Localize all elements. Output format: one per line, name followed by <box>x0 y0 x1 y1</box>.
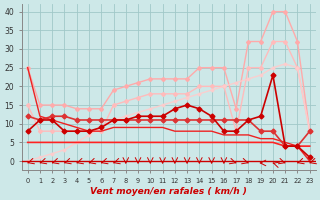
X-axis label: Vent moyen/en rafales ( km/h ): Vent moyen/en rafales ( km/h ) <box>90 187 247 196</box>
